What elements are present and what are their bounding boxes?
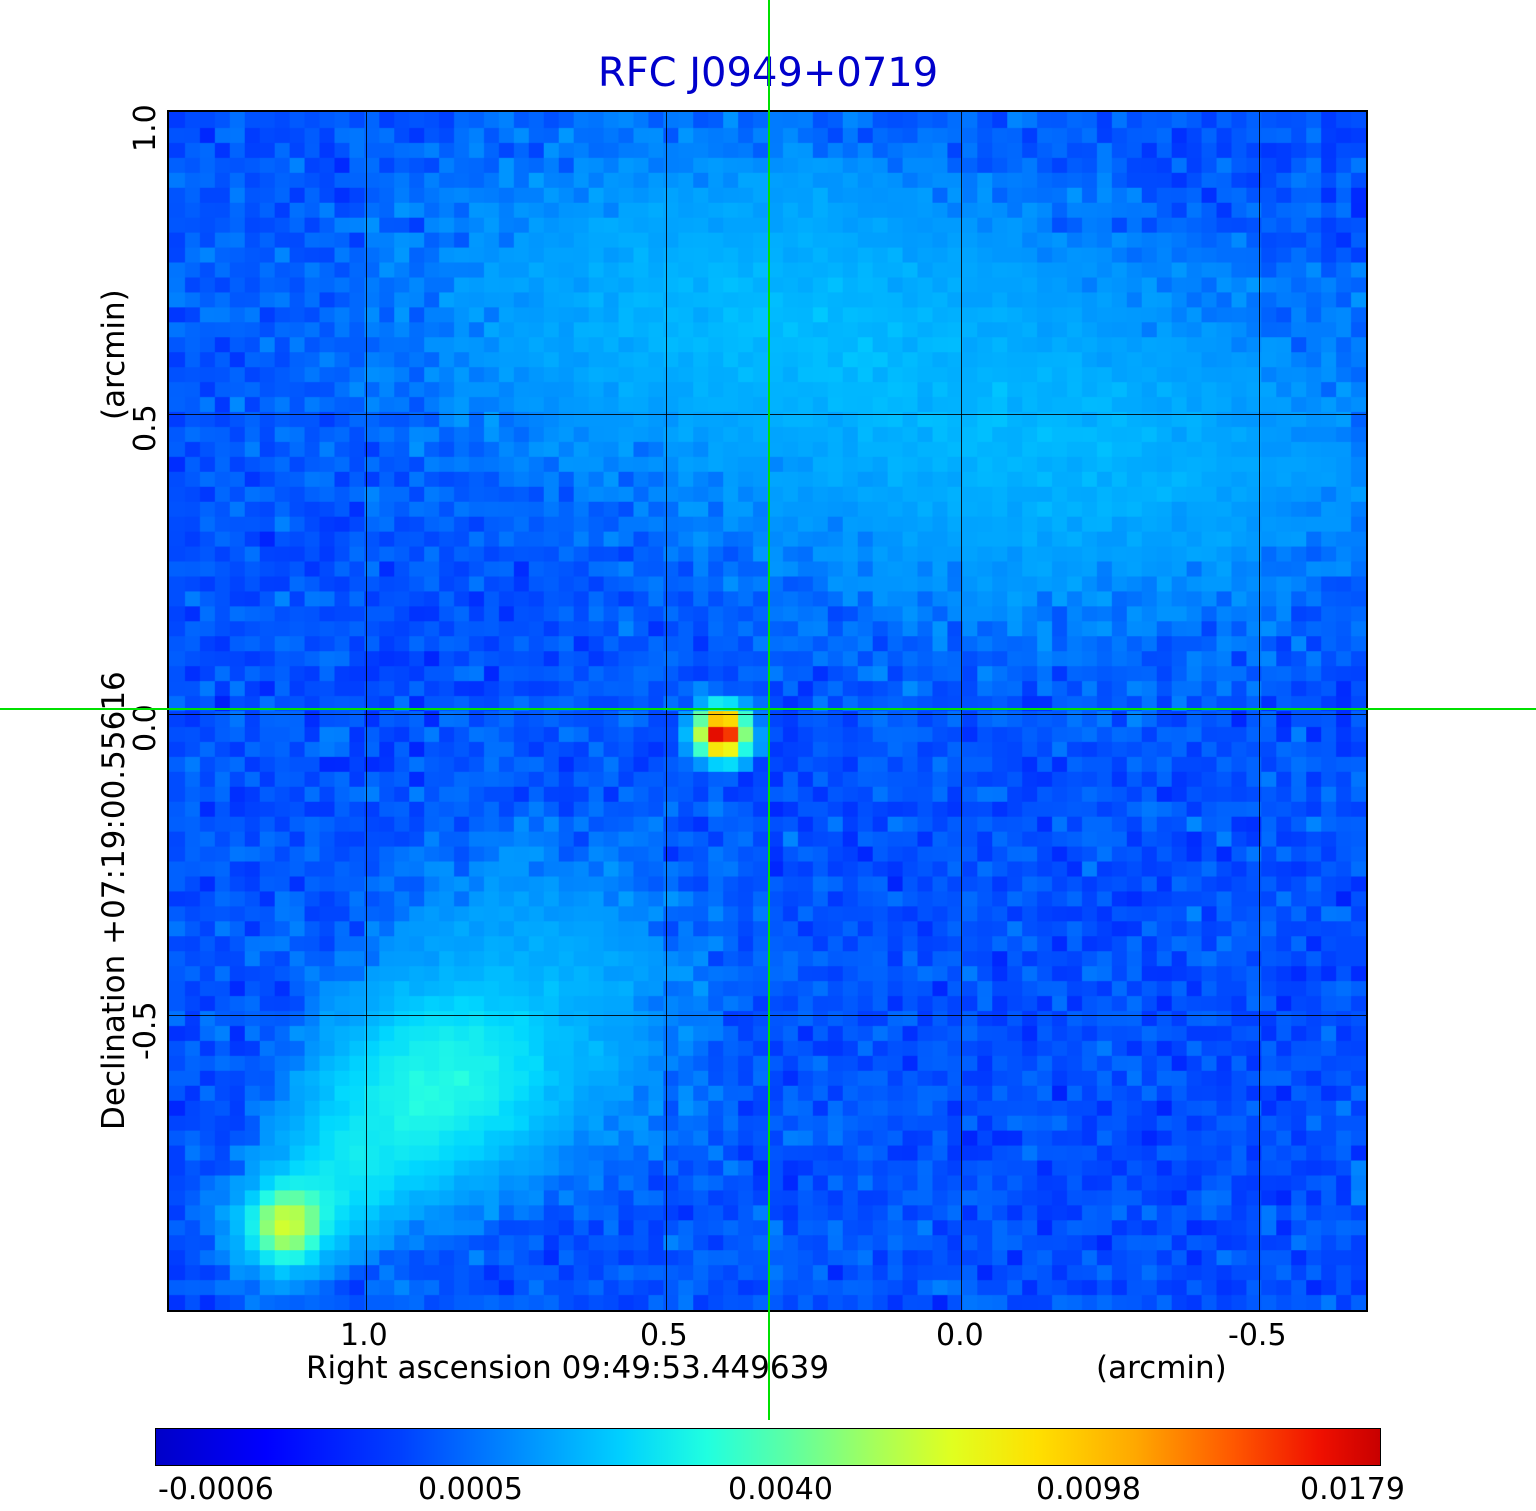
xtick-label-0p5: 0.5: [640, 1318, 688, 1353]
xtick-label-m0p5: -0.5: [1228, 1318, 1287, 1353]
page-title: RFC J0949+0719: [597, 50, 939, 96]
gridline-y-m0p5: [169, 1015, 1366, 1016]
colorbar-tick-4: 0.0179: [1300, 1472, 1405, 1507]
gridline-x-1p0: [366, 112, 367, 1310]
gridline-y-0p5: [169, 414, 1366, 415]
crosshair-horizontal-line: [0, 708, 1536, 710]
colorbar-tick-0: -0.0006: [158, 1472, 274, 1507]
y-axis-unit-label: (arcmin): [96, 289, 132, 420]
colorbar-tick-1: 0.0005: [418, 1472, 523, 1507]
ytick-label-1p0: 1.0: [128, 104, 163, 152]
xtick-label-1p0: 1.0: [340, 1318, 388, 1353]
xtick-label-0p0: 0.0: [936, 1318, 984, 1353]
x-axis-label: Right ascension 09:49:53.449639: [306, 1350, 830, 1386]
gridline-x-m0p5: [1259, 112, 1260, 1310]
ytick-label-0p0: 0.0: [128, 704, 163, 752]
gridline-y-0p0: [169, 714, 1366, 715]
radio-sky-heatmap: [169, 112, 1366, 1310]
sky-image-panel[interactable]: [167, 110, 1368, 1312]
gridline-x-0p0: [961, 112, 962, 1310]
ytick-label-0p5: 0.5: [128, 404, 163, 452]
x-axis-unit-label: (arcmin): [1096, 1350, 1227, 1386]
colorbar-tick-3: 0.0098: [1036, 1472, 1141, 1507]
colorbar-gradient: [155, 1428, 1381, 1466]
ytick-label-m0p5: -0.5: [128, 1001, 163, 1060]
colorbar[interactable]: [155, 1428, 1381, 1466]
colorbar-tick-2: 0.0040: [728, 1472, 833, 1507]
y-axis-label: Declination +07:19:00.55616: [96, 671, 132, 1130]
gridline-x-0p5: [666, 112, 667, 1310]
crosshair-vertical-line: [768, 0, 770, 1420]
